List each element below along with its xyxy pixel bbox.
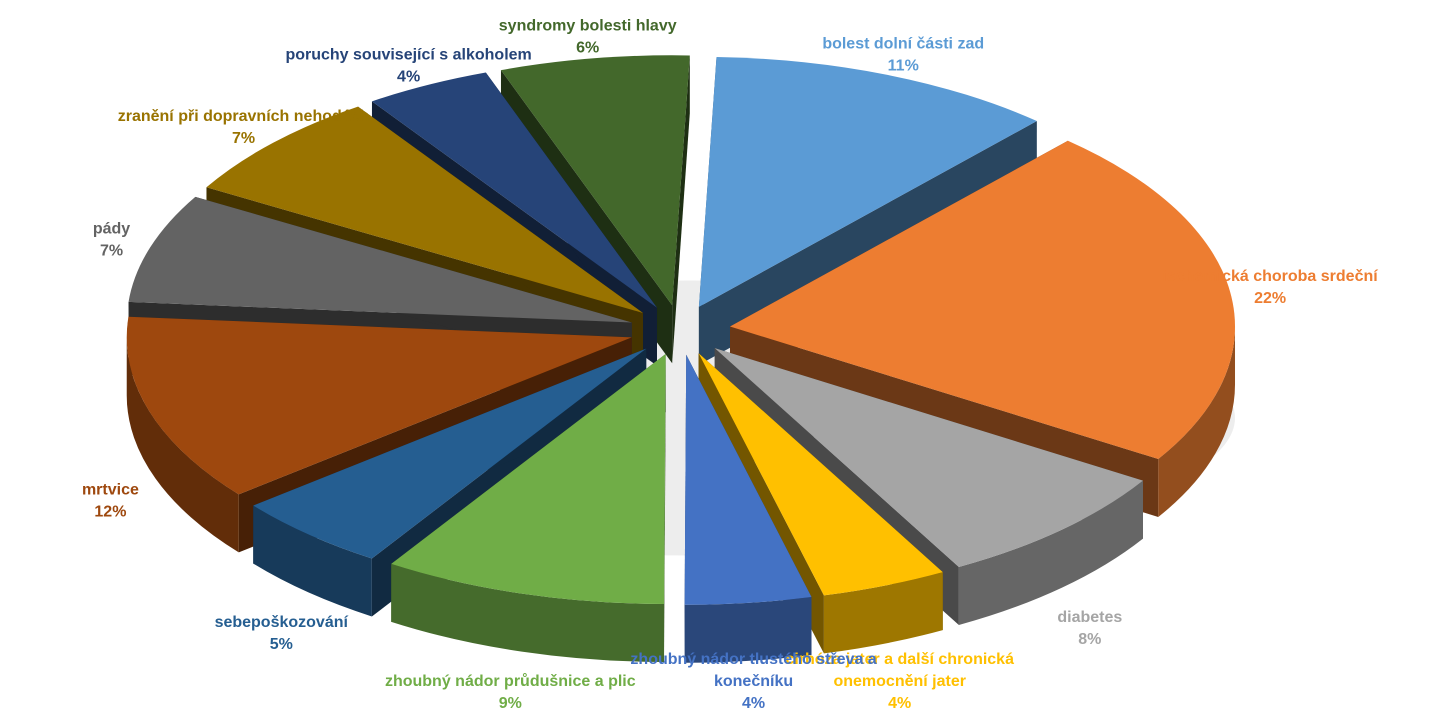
slice-side [126,337,239,553]
slice-top [371,72,658,308]
slice-value-label: 9% [499,695,522,712]
slice-top [253,348,647,559]
slice-label: bolest dolní části zad 11% [822,35,984,74]
slice-label: zhoubný nádor průdušnice a plic 9% [385,673,636,712]
slice-side [1158,326,1236,518]
slices [126,55,1236,663]
slice-label: zhoubný nádor tlustého střeva a konečníku… [630,651,876,712]
slice-top [714,348,1143,567]
slice-label-line: zhoubný nádor tlustého střeva a [630,651,876,668]
slice-value-label: 8% [1078,631,1101,648]
slice-label-line: syndromy bolesti hlavy [499,18,677,35]
slice-top [684,354,812,605]
slice-label: cirhóza jater a další chronická onemocněn… [785,651,1014,712]
slice-label-line: poruchy související s alkoholem [285,46,531,63]
slice-top [698,56,1037,307]
labels: bolest dolní části zad 11% ischemická chor… [82,18,1378,712]
slice-top [391,353,666,604]
slice-label-line: sebepoškozování [215,614,349,631]
slice-label: poruchy související s alkoholem 4% [285,46,531,85]
slice-side [823,572,943,654]
slice-label-line: bolest dolní části zad [822,35,984,52]
slice-label: sebepoškozování 5% [215,614,349,653]
slice-label-line: zranění při dopravních nehodách [118,108,370,125]
slice-side [253,505,372,617]
slice-value-label: 5% [270,636,293,653]
slice-value-label: 22% [1254,290,1286,307]
slice-label-line: mrtvice [82,482,139,499]
slice-value-label: 6% [576,40,599,57]
slice-top [730,140,1236,460]
slice-label: ischemická choroba srdeční 22% [1162,268,1378,307]
slice-top [500,55,690,306]
slice-label: diabetes 8% [1057,609,1122,648]
slice-top [206,106,644,313]
slice-value-label: 7% [232,130,255,147]
slice-value-label: 11% [888,57,919,74]
slice-wall [664,353,666,662]
slice-label: pády 7% [93,221,130,260]
slice-value-label: 7% [100,243,123,260]
slice-label: zranění při dopravních nehodách 7% [118,108,370,147]
slice-label-line: cirhóza jater a další chronická [785,651,1014,668]
slice-label: mrtvice 12% [82,482,139,521]
slice-value-label: 12% [94,504,126,521]
slice-side [958,480,1143,625]
slice-label-line: onemocnění jater [833,673,965,690]
slice-label-line: zhoubný nádor průdušnice a plic [385,673,636,690]
slice-label-line: konečníku [714,673,793,690]
slice-top [126,316,632,495]
slice-label-line: pády [93,221,130,238]
slice-side [684,596,812,663]
slice-wall [672,55,690,364]
slice-value-label: 4% [397,68,420,85]
pie-slice [391,353,666,662]
pie-slice [684,354,812,663]
slice-value-label: 4% [888,695,911,712]
slice-label-line: ischemická choroba srdeční [1162,268,1378,285]
slice-label-line: diabetes [1057,609,1122,626]
slice-top [698,353,943,596]
slice-label: syndromy bolesti hlavy 6% [499,18,677,57]
slice-side [391,563,665,662]
slice-value-label: 4% [742,695,765,712]
slice-top [128,196,632,323]
